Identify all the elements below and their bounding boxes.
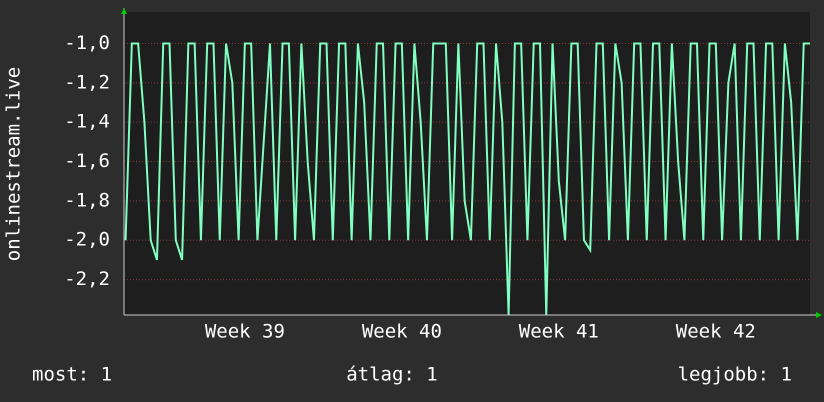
stat-max: legjobb: 1 bbox=[678, 364, 792, 386]
x-tick-label: Week 40 bbox=[362, 321, 442, 343]
y-tick-label: -1,6 bbox=[64, 150, 110, 172]
y-tick-label: -2,2 bbox=[64, 268, 110, 290]
stat-current: most: 1 bbox=[32, 364, 112, 386]
stat-average: átlag: 1 bbox=[346, 364, 438, 386]
y-tick-label: -2,0 bbox=[64, 229, 110, 251]
marks bbox=[124, 42, 810, 316]
y-tick-label: -1,8 bbox=[64, 189, 110, 211]
plot-area bbox=[124, 12, 810, 315]
y-arrow bbox=[121, 8, 127, 14]
x-tick-label: Week 41 bbox=[519, 321, 599, 343]
y-axis-label: onlinestream.live bbox=[3, 67, 25, 261]
y-tick-label: -1,0 bbox=[64, 32, 110, 54]
data-line bbox=[124, 42, 810, 316]
x-tick-label: Week 42 bbox=[676, 321, 756, 343]
y-tick-label: -1,2 bbox=[64, 71, 110, 93]
x-tick-label: Week 39 bbox=[205, 321, 285, 343]
y-tick-label: -1,4 bbox=[64, 111, 110, 133]
x-arrow bbox=[816, 312, 822, 318]
